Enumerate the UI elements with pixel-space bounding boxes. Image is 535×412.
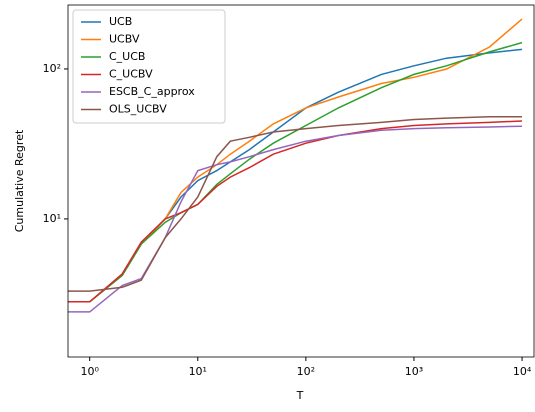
legend-box xyxy=(72,9,226,124)
legend-label: ESCB_C_approx xyxy=(109,85,195,98)
x-tick-label: 10⁴ xyxy=(513,365,532,378)
line-series xyxy=(68,116,522,292)
x-tick-label: 10² xyxy=(297,365,315,378)
x-tick-label: 10³ xyxy=(405,365,423,378)
line-series xyxy=(68,120,523,303)
y-axis-label: Cumulative Regret xyxy=(13,129,26,232)
x-axis-label: T xyxy=(296,389,304,402)
legend-label: UCBV xyxy=(109,33,140,46)
plot-frame xyxy=(67,4,535,358)
legend-label: C_UCBV xyxy=(109,68,153,81)
line-series xyxy=(68,125,523,313)
y-tick-label: 10¹ xyxy=(43,212,61,225)
line-series xyxy=(68,41,523,303)
x-tick-label: 10⁰ xyxy=(80,365,99,378)
legend-label: OLS_UCBV xyxy=(109,103,167,116)
x-tick-label: 10¹ xyxy=(189,365,207,378)
y-tick-label: 10² xyxy=(43,62,61,75)
legend-label: UCB xyxy=(109,15,132,28)
legend-label: C_UCB xyxy=(109,50,145,63)
